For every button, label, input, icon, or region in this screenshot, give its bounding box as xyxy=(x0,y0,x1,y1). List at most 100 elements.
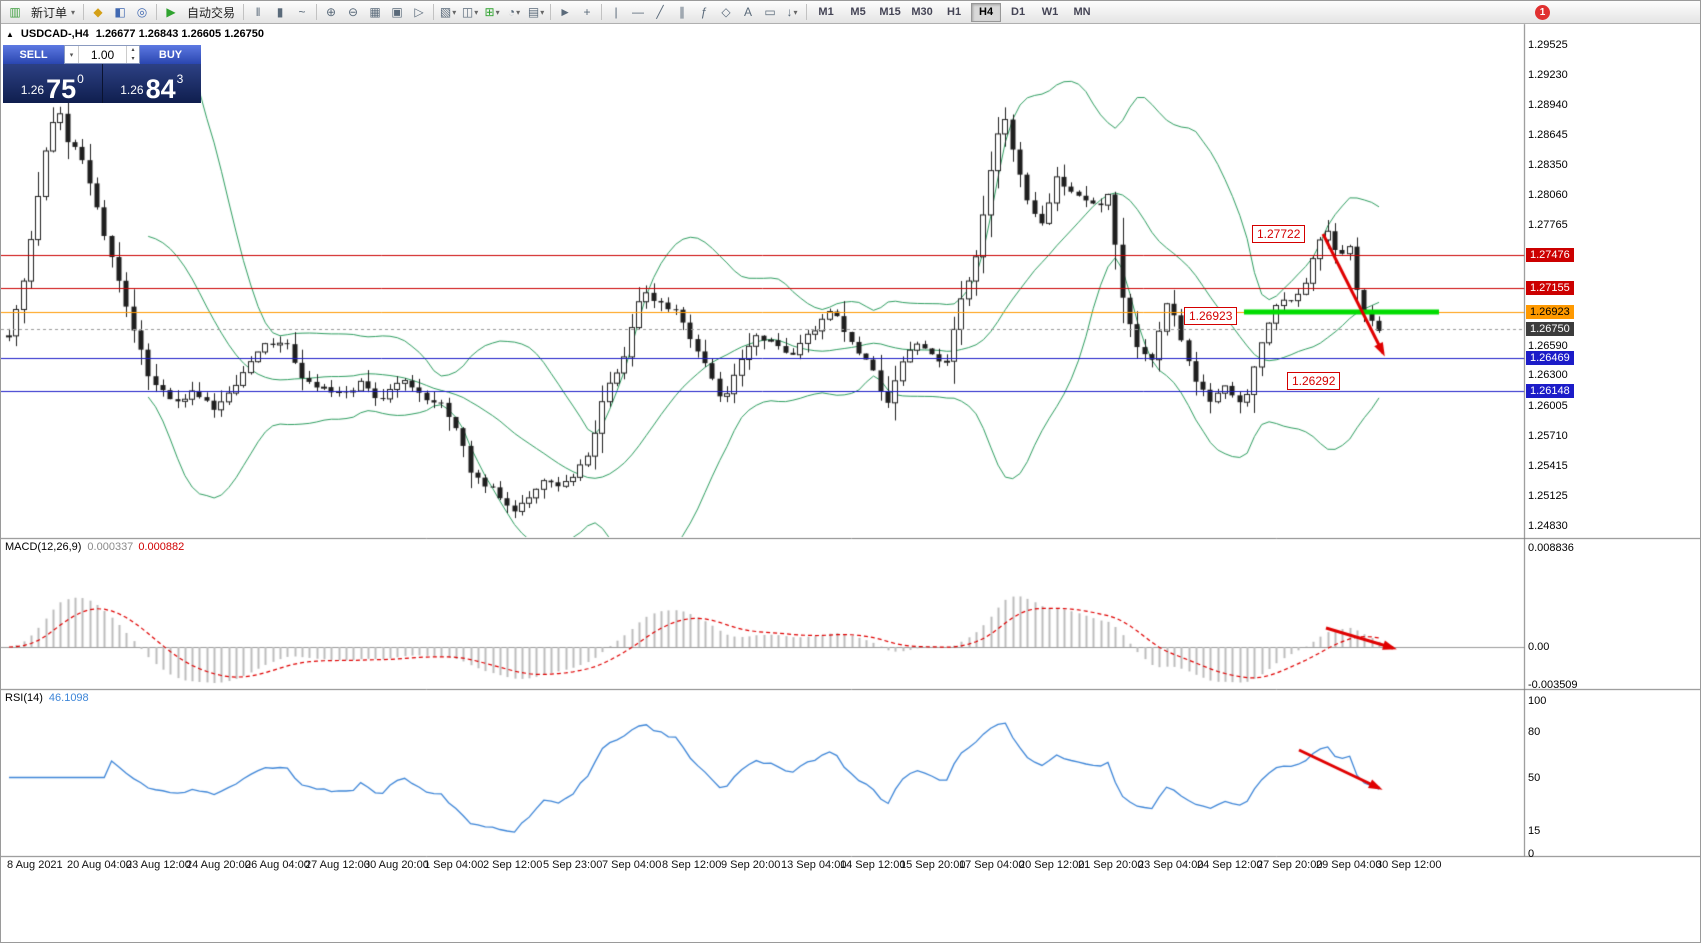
toolbar-separator xyxy=(156,4,158,20)
label-icon-label: ▭ xyxy=(764,5,776,19)
caret-down-icon: ▾ xyxy=(452,7,457,17)
trade-panel-prices: 1.26 75 0 1.26 84 3 xyxy=(3,64,201,103)
buy-button[interactable]: BUY xyxy=(140,45,201,64)
tile-windows-icon[interactable]: ▦ xyxy=(364,3,386,22)
horizontal-line-icon-label: — xyxy=(632,5,645,19)
profiles-icon-label: ◫ xyxy=(461,5,474,19)
volume-dropdown-icon[interactable]: ▾ xyxy=(65,46,79,63)
bar-chart-icon[interactable]: ‖ xyxy=(247,3,269,22)
zoom-out-icon-label: ⊖ xyxy=(348,5,359,19)
arrows-icon[interactable]: ↓ ▾ xyxy=(781,3,803,22)
arrows-icon-label: ↓ xyxy=(786,5,793,19)
new-chart-icon[interactable]: ▧ ▾ xyxy=(437,3,459,22)
timeframe-h4[interactable]: H4 xyxy=(971,2,1002,22)
new-chart-icon-label: ▧ xyxy=(439,5,452,19)
text-icon[interactable]: A xyxy=(737,3,759,22)
rsi-value: 46.1098 xyxy=(48,692,89,704)
timeframe-m15[interactable]: M15 xyxy=(879,6,901,18)
sell-price[interactable]: 1.26 75 0 xyxy=(3,64,103,103)
rsi-name: RSI(14) xyxy=(5,692,43,704)
auto-arrange-icon[interactable]: ▣ xyxy=(386,3,408,22)
indicators-icon-label: ⊞ xyxy=(484,5,495,19)
caret-down-icon: ▾ xyxy=(474,7,479,17)
text-icon-label: A xyxy=(744,5,753,19)
vertical-line-icon[interactable]: | xyxy=(605,3,627,22)
new-order-icon-label: ▥ xyxy=(9,5,21,19)
candlestick-chart-icon-label: ▮ xyxy=(276,5,284,19)
chart-shift-icon[interactable]: ▷ xyxy=(408,3,430,22)
templates-icon[interactable]: ▤ ▾ xyxy=(525,3,547,22)
new-order-button-label: 新订单 xyxy=(31,5,68,20)
cursor-icon[interactable]: ► xyxy=(554,3,576,22)
autotrading-icon-label: ▶ xyxy=(166,5,176,19)
crosshair-icon[interactable]: + xyxy=(576,3,598,22)
buy-price[interactable]: 1.26 84 3 xyxy=(103,64,202,103)
price-callout[interactable]: 1.27722 xyxy=(1252,225,1306,243)
rsi-indicator-label: RSI(14) 46.1098 xyxy=(5,692,89,704)
macd-signal-value: 0.000882 xyxy=(138,541,185,553)
timeframe-m30[interactable]: M30 xyxy=(911,6,933,18)
data-window-icon-label: ◧ xyxy=(114,5,126,19)
buy-price-big-figure: 1.26 xyxy=(120,83,144,97)
timeframe-mn[interactable]: MN xyxy=(1073,6,1091,18)
macd-indicator-label: MACD(12,26,9) 0.000337 0.000882 xyxy=(5,541,184,553)
timeframe-m5[interactable]: M5 xyxy=(850,6,866,18)
indicators-icon[interactable]: ⊞ ▾ xyxy=(481,3,503,22)
line-chart-icon[interactable]: ~ xyxy=(291,3,313,22)
autotrading-icon[interactable]: ▶ xyxy=(160,3,182,22)
notification-badge[interactable]: 1 xyxy=(1535,5,1550,20)
new-order-icon[interactable]: ▥ xyxy=(4,3,26,22)
sell-button[interactable]: SELL xyxy=(3,45,64,64)
volume-down-icon[interactable]: ▾ xyxy=(131,55,135,62)
symbol-arrow-icon: ▲ xyxy=(6,29,14,39)
marketwatch-icon-label: ◆ xyxy=(93,5,103,19)
volume-stepper[interactable]: ▴ ▾ xyxy=(126,46,139,63)
buy-price-pips: 84 xyxy=(145,73,176,104)
caret-down-icon: ▾ xyxy=(495,7,500,17)
price-callout[interactable]: 1.26923 xyxy=(1184,307,1238,325)
marketwatch-icon[interactable]: ◆ xyxy=(87,3,109,22)
volume-input[interactable] xyxy=(79,46,126,63)
timeframe-m1[interactable]: M1 xyxy=(818,6,834,18)
auto-arrange-icon-label: ▣ xyxy=(391,5,403,19)
volume-control: ▾ ▴ ▾ xyxy=(64,45,140,64)
symbol-name: USDCAD-,H4 xyxy=(20,28,89,40)
toolbar-separator xyxy=(433,4,435,20)
bar-chart-icon-label: ‖ xyxy=(255,5,261,19)
fibonacci-icon[interactable]: ƒ xyxy=(693,3,715,22)
candlestick-chart-icon[interactable]: ▮ xyxy=(269,3,291,22)
navigator-icon-label: ◎ xyxy=(136,5,148,19)
shapes-icon[interactable]: ◇ xyxy=(715,3,737,22)
macd-value: 0.000337 xyxy=(87,541,134,553)
caret-down-icon: ▾ xyxy=(793,7,798,17)
toolbar-separator xyxy=(601,4,603,20)
volume-up-icon[interactable]: ▴ xyxy=(131,47,135,53)
price-callout[interactable]: 1.26292 xyxy=(1287,372,1341,390)
new-order-button[interactable]: 新订单 ▾ xyxy=(26,3,80,22)
caret-down-icon: ▾ xyxy=(516,7,521,17)
profiles-icon[interactable]: ◫ ▾ xyxy=(459,3,481,22)
zoom-in-icon[interactable]: ⊕ xyxy=(320,3,342,22)
autotrading-button[interactable]: 自动交易 xyxy=(182,3,240,22)
line-chart-icon-label: ~ xyxy=(298,5,306,19)
templates-icon-label: ▤ xyxy=(527,5,540,19)
timeframe-h1[interactable]: H1 xyxy=(947,6,962,18)
periods-icon[interactable]: ◔ ▾ xyxy=(503,3,525,22)
label-icon[interactable]: ▭ xyxy=(759,3,781,22)
timeframe-d1[interactable]: D1 xyxy=(1011,6,1026,18)
toolbar-items: ▥ 新订单 ▾ ◆ ◧ ◎ ▶ 自动交易 ‖ ▮ ~ ⊕ ⊖ ▦ ▣ ▷ ▧ ▾ ◫ ▾ ⊞ ▾ ◔ ▾ ▤ ▾ ► + | — ╱ ∥ ƒ ◇ A… xyxy=(4,1,1098,23)
timeframe-w1[interactable]: W1 xyxy=(1041,6,1059,18)
tile-windows-icon-label: ▦ xyxy=(369,5,381,19)
autotrading-button-label: 自动交易 xyxy=(187,5,236,20)
toolbar: ▥ 新订单 ▾ ◆ ◧ ◎ ▶ 自动交易 ‖ ▮ ~ ⊕ ⊖ ▦ ▣ ▷ ▧ ▾ ◫ ▾ ⊞ ▾ ◔ ▾ ▤ ▾ ► + | — ╱ ∥ ƒ ◇ A… xyxy=(1,1,1700,24)
channel-icon[interactable]: ∥ xyxy=(671,3,693,22)
caret-down-icon: ▾ xyxy=(540,7,545,17)
horizontal-line-icon[interactable]: — xyxy=(627,3,649,22)
data-window-icon[interactable]: ◧ xyxy=(109,3,131,22)
navigator-icon[interactable]: ◎ xyxy=(131,3,153,22)
zoom-out-icon[interactable]: ⊖ xyxy=(342,3,364,22)
trendline-icon[interactable]: ╱ xyxy=(649,3,671,22)
sell-price-fraction: 0 xyxy=(77,72,84,86)
